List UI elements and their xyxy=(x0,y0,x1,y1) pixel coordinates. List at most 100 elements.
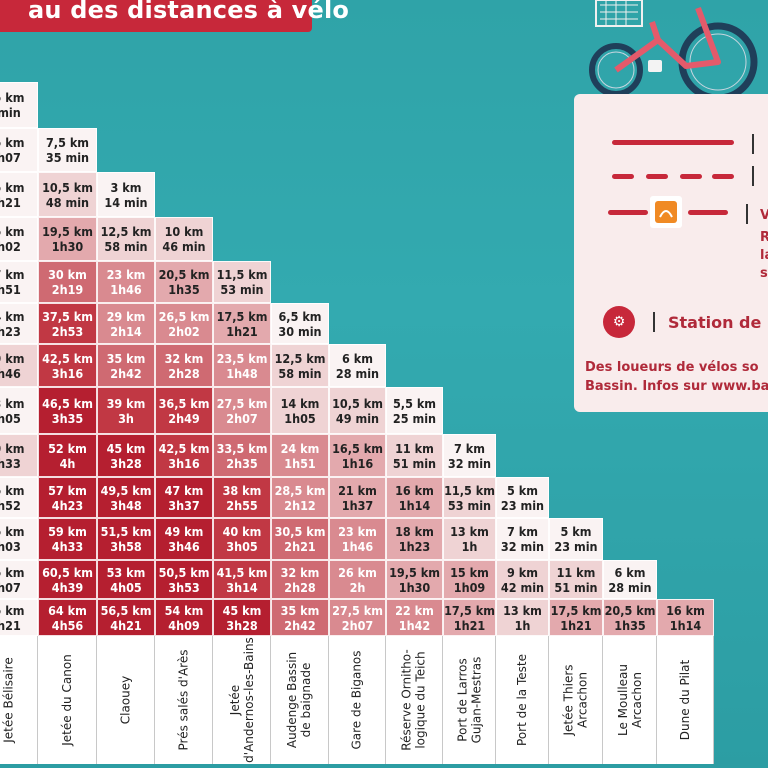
distance-cell: 38 km 2h55 xyxy=(213,477,271,518)
travel-time: 35 min xyxy=(45,150,90,165)
distance-km: 13 km xyxy=(503,602,542,618)
distance-cell: 32 km 2h28 xyxy=(155,344,213,387)
distance-km: 19,5 km xyxy=(389,564,440,580)
distance-km: 26,5 km xyxy=(158,308,210,324)
distance-cell: 59 km 4h33 xyxy=(38,518,97,560)
travel-time: 1h35 xyxy=(614,617,646,633)
distance-km: 45 km xyxy=(106,440,146,456)
distance-km: 5 km xyxy=(0,602,25,618)
travel-time: 51 min xyxy=(554,579,598,595)
travel-time: 2h07 xyxy=(341,617,374,633)
route-logo-icon xyxy=(650,196,682,228)
travel-time: 4h21 xyxy=(110,617,142,633)
location-label: Gare de Biganos xyxy=(329,636,386,764)
distance-cell: 11 km 51 min xyxy=(549,560,603,599)
travel-time: h02 xyxy=(0,239,21,254)
travel-time: 3h14 xyxy=(226,579,258,595)
travel-time: 2h42 xyxy=(284,617,316,633)
distance-km: 57 km xyxy=(48,482,87,498)
travel-time: 3h28 xyxy=(226,617,258,633)
legend-solid-line xyxy=(612,140,734,145)
distance-km: 5,5 km xyxy=(392,395,437,411)
location-label: Jetée Bélisaire xyxy=(0,636,38,764)
distance-cell: 11,5 km 53 min xyxy=(443,477,496,518)
distance-km: 6,5 km xyxy=(278,308,322,324)
distance-cell: 13 km 1h xyxy=(496,599,549,636)
location-name-line: Le Moulleau xyxy=(615,664,630,736)
distance-km: 10,5 km xyxy=(42,179,93,195)
distance-cell: 5 km 23 min xyxy=(549,518,603,560)
distance-cell: 23,5 km 1h48 xyxy=(213,344,271,387)
distance-km: 36,5 km xyxy=(158,395,210,411)
distance-cell: 46,5 km 3h35 xyxy=(38,387,97,434)
distance-km: 17,5 km xyxy=(550,602,602,618)
legend-fragment: la xyxy=(760,248,768,263)
distance-km: 5 km xyxy=(560,524,592,539)
travel-time: 14 min xyxy=(104,194,148,210)
distance-km: 32 km xyxy=(164,350,204,366)
travel-time: 1h42 xyxy=(398,617,431,633)
travel-time: 1h21 xyxy=(560,617,592,633)
distance-cell: 9 km 42 min xyxy=(496,560,549,599)
distance-km: 11 km xyxy=(395,440,434,456)
distance-km: 23 km xyxy=(106,267,146,282)
travel-time: 49 min xyxy=(335,410,380,426)
location-label: Dune du Pilat xyxy=(657,636,714,764)
distance-cell: 16,5 km 1h16 xyxy=(329,434,386,477)
travel-time: 1h14 xyxy=(398,497,431,513)
distance-km: 9 km xyxy=(0,440,25,456)
distance-cell: 26,5 km 2h02 xyxy=(155,303,213,344)
distance-km: 5 km xyxy=(0,524,25,539)
distance-km: 9 km xyxy=(0,350,25,366)
distance-cell: 10,5 km 48 min xyxy=(38,172,97,217)
distance-km: 5 km xyxy=(507,482,538,498)
travel-time: 2h xyxy=(349,579,366,595)
travel-time: h46 xyxy=(0,365,21,381)
distance-km: 7,5 km xyxy=(45,135,90,150)
location-label: Audenge Bassin de baignade xyxy=(271,636,329,764)
legend-fragment: R xyxy=(760,230,768,245)
travel-time: 1h37 xyxy=(341,497,374,513)
location-label: Claouey xyxy=(97,636,155,764)
travel-time: 2h53 xyxy=(51,323,84,339)
distance-km: 59 km xyxy=(48,524,87,539)
distance-km: 33,5 km xyxy=(216,440,268,456)
distance-km: 10,5 km xyxy=(332,395,383,411)
travel-time: 32 min xyxy=(447,455,492,471)
legend-panel xyxy=(574,94,768,412)
distance-km: 7 km xyxy=(454,440,485,456)
location-name-line: logique du Teich xyxy=(414,651,428,749)
location-name-line: Audenge Bassin xyxy=(285,651,300,749)
travel-time: 2h28 xyxy=(284,579,316,595)
distance-km: 50,5 km xyxy=(158,564,210,580)
distance-km: 12,5 km xyxy=(100,224,152,239)
distance-cell: 29 km 2h14 xyxy=(97,303,155,344)
travel-time: 3h58 xyxy=(110,539,142,554)
location-name-line: Gujan-Mestras xyxy=(469,656,484,744)
travel-time: 46 min xyxy=(162,239,206,254)
distance-km: 16 km xyxy=(395,482,434,498)
distance-km: 11,5 km xyxy=(444,482,495,498)
distance-cell: 40 km 3h05 xyxy=(213,518,271,560)
distance-km: 23,5 km xyxy=(216,350,268,366)
location-label: Port de Larros Gujan-Mestras xyxy=(443,636,496,764)
distance-km: 19,5 km xyxy=(42,224,93,239)
location-name: Claouey xyxy=(119,676,133,725)
distance-km: 37,5 km xyxy=(42,308,93,324)
station-label: Station de xyxy=(668,313,762,332)
travel-time: 3h53 xyxy=(168,579,200,595)
travel-time: 25 min xyxy=(392,410,437,426)
distance-km: 21 km xyxy=(338,482,377,498)
distance-km: 24 km xyxy=(280,440,320,456)
distance-km: 5 km xyxy=(0,224,25,239)
distance-cell: 30,5 km 2h21 xyxy=(271,518,329,560)
travel-time: 4h56 xyxy=(51,617,84,633)
travel-time: h07 xyxy=(0,579,21,595)
travel-time: min xyxy=(0,105,21,120)
distance-cell: 15 km 1h09 xyxy=(443,560,496,599)
